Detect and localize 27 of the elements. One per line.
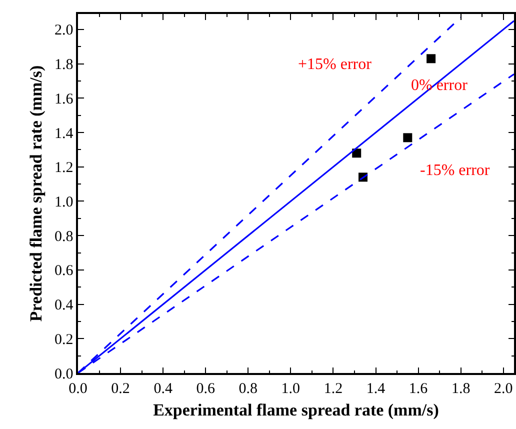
annotation: +15% error: [298, 56, 372, 73]
y-tick-label: 1.4: [54, 126, 74, 142]
x-axis-title: Experimental flame spread rate (mm/s): [153, 400, 439, 420]
y-tick-label: 1.0: [54, 194, 74, 210]
y-axis-title: Predicted flame spread rate (mm/s): [26, 65, 46, 322]
y-tick-label: 2.0: [54, 22, 74, 39]
x-tick-label: 1.8: [451, 380, 470, 397]
y-tick-label: 0.4: [54, 298, 74, 314]
y-tick-label: 0.2: [54, 332, 74, 348]
x-tick-label: 1.2: [324, 380, 343, 397]
annotation: -15% error: [420, 162, 490, 179]
x-tick-label: 0.6: [196, 380, 216, 397]
x-tick-label: 2.0: [494, 380, 513, 397]
x-tick-label: 0.4: [154, 380, 173, 397]
y-tick-label: 0.8: [54, 228, 74, 245]
x-tick-label: 1.0: [281, 380, 300, 397]
x-tick-label: 0.2: [111, 380, 130, 397]
x-tick-label: 0.8: [238, 380, 258, 397]
y-tick-label: 1.2: [54, 160, 74, 176]
x-tick-label: 0.0: [68, 380, 88, 397]
y-tick-label: 0.6: [54, 263, 74, 280]
x-tick-label: 1.6: [408, 380, 428, 397]
y-tick-label: 1.6: [54, 91, 74, 108]
y-tick-label: 0.0: [54, 366, 74, 382]
x-tick-label: 1.4: [366, 380, 386, 397]
y-tick-label: 1.8: [54, 57, 74, 74]
annotation: 0% error: [411, 77, 468, 94]
